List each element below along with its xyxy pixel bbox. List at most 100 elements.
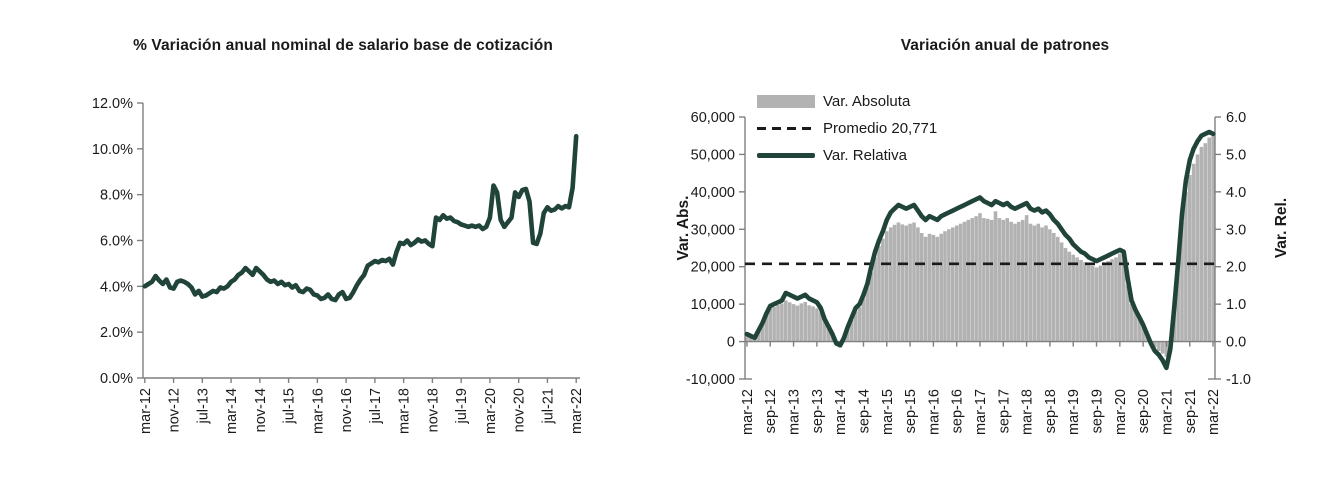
right-y-tick-label: 1.0 bbox=[1226, 297, 1246, 313]
var-absoluta-bar bbox=[993, 211, 998, 342]
var-absoluta-bar bbox=[815, 308, 819, 342]
var-absoluta-bar bbox=[1203, 143, 1208, 342]
x-tick-label: sep-16 bbox=[950, 389, 966, 433]
x-tick-label: mar-14 bbox=[833, 389, 849, 435]
var-absoluta-bar bbox=[1129, 304, 1134, 342]
var-absoluta-bar bbox=[1005, 218, 1009, 342]
var-absoluta-bar bbox=[923, 236, 928, 342]
line-swatch-icon bbox=[757, 153, 815, 158]
var-absoluta-bar bbox=[869, 272, 873, 342]
var-absoluta-bar bbox=[912, 222, 916, 342]
var-absoluta-bar bbox=[1083, 262, 1087, 342]
var-absoluta-bar bbox=[776, 304, 780, 342]
var-absoluta-bar bbox=[1141, 326, 1145, 342]
x-tick-label: mar-13 bbox=[787, 389, 803, 435]
var-absoluta-bar bbox=[989, 219, 994, 342]
var-absoluta-bar bbox=[970, 218, 974, 342]
var-absoluta-bar bbox=[1087, 263, 1091, 342]
var-absoluta-bar bbox=[1114, 257, 1118, 342]
var-absoluta-bar bbox=[1207, 137, 1211, 342]
var-absoluta-bar bbox=[881, 238, 885, 342]
x-tick-label: mar-18 bbox=[397, 388, 413, 434]
var-absoluta-bar bbox=[846, 328, 850, 342]
var-absoluta-bar bbox=[1055, 236, 1060, 342]
var-absoluta-bar bbox=[1176, 266, 1180, 342]
var-absoluta-bar bbox=[803, 301, 807, 342]
x-tick-label: mar-20 bbox=[483, 388, 499, 434]
left-y-tick-label: 10,000 bbox=[691, 297, 735, 313]
var-absoluta-bar bbox=[974, 216, 978, 342]
var-absoluta-bar bbox=[1040, 227, 1044, 342]
x-tick-label: sep-20 bbox=[1136, 389, 1152, 433]
x-tick-label: mar-16 bbox=[310, 388, 326, 434]
var-absoluta-bar bbox=[1090, 265, 1095, 342]
left-y-tick-label: 0 bbox=[727, 335, 735, 351]
dashed-line-swatch-icon bbox=[757, 127, 815, 130]
left-y-tick-label: 20,000 bbox=[691, 260, 735, 276]
var-absoluta-bar bbox=[1032, 225, 1037, 342]
var-absoluta-bar bbox=[784, 300, 788, 342]
var-absoluta-bar bbox=[1013, 223, 1017, 342]
left-y-tick-label: 50,000 bbox=[691, 147, 735, 163]
right-y-tick-label: -1.0 bbox=[1226, 372, 1251, 388]
var-absoluta-bar bbox=[885, 231, 889, 342]
var-absoluta-bar bbox=[857, 307, 862, 342]
var-absoluta-bar bbox=[892, 224, 897, 342]
x-tick-label: mar-14 bbox=[224, 388, 240, 434]
var-absoluta-bar bbox=[1153, 341, 1157, 348]
var-absoluta-bar bbox=[818, 312, 823, 342]
left-y-tick-label: 60,000 bbox=[691, 110, 735, 126]
var-absoluta-bar bbox=[931, 234, 936, 342]
right-y-tick-label: 4.0 bbox=[1226, 185, 1246, 201]
x-tick-label: mar-16 bbox=[926, 389, 942, 435]
y-tick-label: 12.0% bbox=[92, 96, 133, 112]
var-absoluta-bar bbox=[873, 257, 877, 342]
left-y-tick-label: -10,000 bbox=[686, 372, 735, 388]
y-tick-label: 10.0% bbox=[92, 142, 133, 158]
var-absoluta-bar bbox=[861, 298, 866, 342]
var-absoluta-bar bbox=[947, 229, 951, 342]
x-tick-label: sep-19 bbox=[1090, 389, 1106, 433]
var-absoluta-bar bbox=[780, 303, 784, 342]
var-absoluta-bar bbox=[791, 304, 796, 342]
legend-label: Promedio 20,771 bbox=[823, 120, 938, 137]
var-absoluta-bar bbox=[888, 227, 893, 342]
x-tick-label: nov-14 bbox=[253, 388, 269, 432]
var-absoluta-bar bbox=[1137, 319, 1142, 342]
var-absoluta-bar bbox=[978, 213, 982, 342]
legend-item-promedio: Promedio 20,771 bbox=[757, 119, 937, 138]
var-absoluta-bar bbox=[1211, 135, 1215, 342]
var-absoluta-bar bbox=[1160, 341, 1165, 354]
y-tick-label: 8.0% bbox=[100, 188, 133, 204]
var-absoluta-bar bbox=[927, 233, 932, 342]
var-absoluta-bar bbox=[764, 314, 769, 342]
var-absoluta-bar bbox=[853, 311, 858, 342]
legend-item-var-absoluta: Var. Absoluta bbox=[757, 92, 937, 111]
right-axis-title: Var. Rel. bbox=[1273, 198, 1290, 258]
legend-label: Var. Relativa bbox=[823, 147, 907, 164]
var-absoluta-bar bbox=[1067, 251, 1072, 342]
x-tick-label: mar-22 bbox=[1206, 389, 1222, 435]
x-tick-label: nov-18 bbox=[425, 388, 441, 432]
var-absoluta-bar bbox=[1075, 257, 1079, 342]
x-tick-label: jul-15 bbox=[282, 388, 298, 424]
x-tick-label: jul-19 bbox=[454, 388, 470, 424]
var-absoluta-bar bbox=[1020, 219, 1025, 342]
var-absoluta-bar bbox=[997, 218, 1002, 342]
var-absoluta-bar bbox=[877, 246, 881, 342]
var-absoluta-bar bbox=[896, 222, 901, 342]
salario-series-line bbox=[142, 133, 579, 303]
legend-label: Var. Absoluta bbox=[823, 93, 911, 110]
x-tick-label: mar-18 bbox=[1020, 389, 1036, 435]
x-tick-label: sep-15 bbox=[903, 389, 919, 433]
var-absoluta-bar bbox=[1063, 248, 1068, 342]
x-tick-label: jul-13 bbox=[195, 388, 211, 424]
right-y-tick-label: 3.0 bbox=[1226, 222, 1246, 238]
var-absoluta-bar bbox=[749, 336, 753, 342]
x-tick-label: mar-19 bbox=[1066, 389, 1082, 435]
var-absoluta-bar bbox=[908, 223, 912, 342]
y-tick-label: 0.0% bbox=[100, 371, 133, 387]
x-tick-label: jul-21 bbox=[540, 388, 556, 424]
var-absoluta-bar bbox=[900, 224, 905, 342]
x-tick-label: mar-12 bbox=[138, 388, 154, 434]
